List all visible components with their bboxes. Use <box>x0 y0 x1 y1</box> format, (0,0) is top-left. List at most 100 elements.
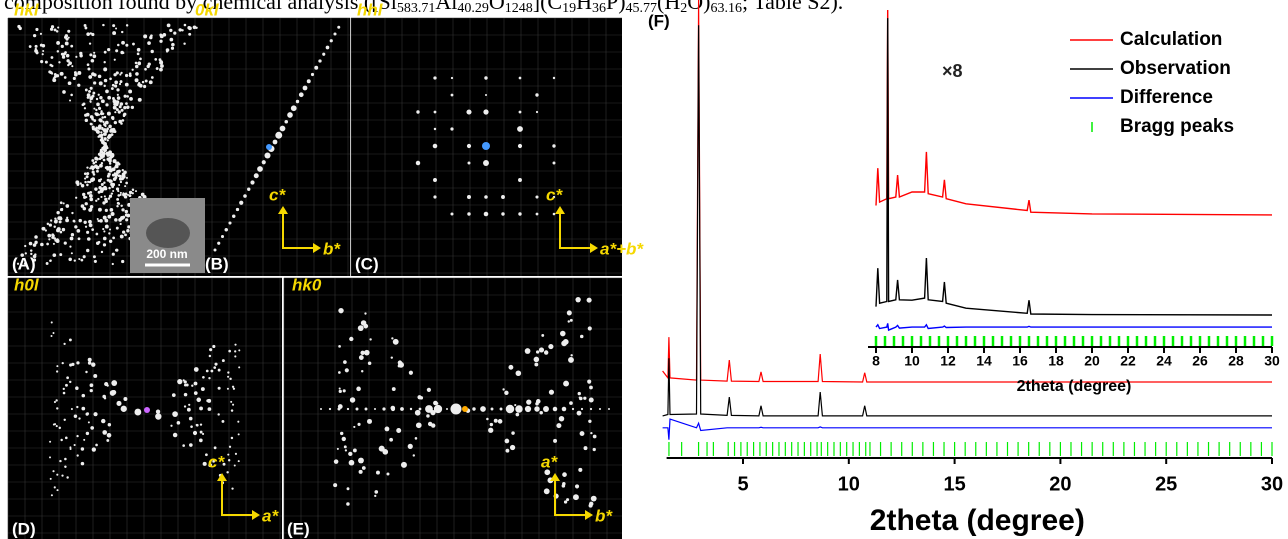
diffraction-spot <box>397 364 401 368</box>
panel-label: (D) <box>12 519 36 538</box>
diffraction-spot <box>83 172 87 176</box>
diffraction-spot <box>76 405 79 409</box>
diffraction-spot <box>57 26 60 29</box>
diffraction-spot <box>113 102 117 106</box>
diffraction-spot <box>541 334 545 337</box>
diffraction-spot <box>121 119 125 122</box>
diffraction-spot <box>52 242 55 245</box>
diffraction-spot <box>183 23 187 27</box>
diffraction-spot <box>84 177 87 180</box>
diffraction-spot <box>89 96 94 101</box>
diffraction-spot <box>501 195 505 199</box>
diffraction-spot <box>73 414 78 418</box>
diffraction-spot <box>534 362 539 367</box>
diffraction-spot <box>95 165 100 170</box>
diffraction-spot <box>182 444 185 447</box>
diffraction-spot <box>382 407 386 411</box>
caption-subscript: 583.71 <box>397 1 436 16</box>
diffraction-spot <box>92 91 96 95</box>
diffraction-spot <box>87 361 92 365</box>
diffraction-spot <box>426 414 430 418</box>
diffraction-spot <box>290 105 297 112</box>
legend-label: Bragg peaks <box>1120 116 1234 137</box>
diffraction-spot <box>98 106 101 109</box>
diffraction-spot <box>141 80 145 84</box>
diffraction-spot <box>114 164 119 169</box>
diffraction-spot <box>101 146 105 150</box>
x-tick-label: 10 <box>838 473 860 495</box>
diffraction-spot <box>231 487 234 490</box>
diffraction-spot <box>95 126 98 129</box>
diffraction-spot <box>227 459 231 462</box>
diffraction-spot <box>188 32 192 36</box>
diffraction-spot <box>515 412 520 417</box>
diffraction-spot <box>94 156 98 161</box>
diffraction-spot <box>384 426 390 432</box>
diffraction-spot <box>96 102 100 107</box>
diffraction-spot <box>396 428 402 434</box>
x-tick-label: 10 <box>904 353 920 369</box>
diffraction-spot <box>232 214 236 218</box>
diffraction-spot <box>188 403 191 406</box>
diffraction-spot <box>102 121 105 124</box>
diffraction-spot <box>199 406 203 411</box>
diffraction-spot <box>55 238 59 242</box>
diffraction-spot <box>535 402 539 406</box>
diffraction-spot <box>126 95 129 98</box>
diffraction-spot <box>117 43 120 47</box>
diffraction-spot <box>159 34 164 39</box>
diffraction-spot <box>102 23 105 27</box>
diffraction-spot <box>75 55 78 58</box>
diffraction-spot <box>83 24 87 27</box>
diffraction-spot <box>20 253 24 257</box>
diffraction-spot <box>567 320 570 323</box>
diffraction-spot <box>58 61 61 64</box>
caption-subscript: 40.29 <box>457 1 489 16</box>
diffraction-spot <box>116 88 120 92</box>
diffraction-spot <box>64 457 67 461</box>
diffraction-spot <box>504 438 510 444</box>
diffraction-spot <box>548 344 554 350</box>
diffraction-spot <box>501 212 505 216</box>
diffraction-spot <box>103 67 108 72</box>
tem-crystal <box>146 218 190 248</box>
diffraction-spot <box>450 76 454 80</box>
diffraction-spot <box>343 445 347 449</box>
diffraction-spot <box>115 187 120 191</box>
diffraction-spot <box>115 108 119 112</box>
diffraction-spot <box>589 407 593 411</box>
diffraction-spot <box>210 369 214 373</box>
panel-label: (A) <box>12 254 36 273</box>
diffraction-spot <box>234 355 237 358</box>
diffraction-spot <box>64 51 67 54</box>
diffraction-spot <box>87 67 91 71</box>
panel-label: (B) <box>205 254 229 273</box>
diffraction-spot <box>91 447 97 452</box>
diffraction-spot <box>535 110 539 114</box>
diffraction-spot <box>526 399 532 405</box>
diffraction-spot <box>105 103 109 107</box>
diffraction-spot <box>142 195 147 199</box>
diffraction-spot <box>34 235 38 239</box>
diffraction-spot <box>48 70 52 74</box>
diffraction-spot <box>109 77 112 81</box>
diffraction-spot <box>120 122 123 125</box>
diffraction-spot <box>113 73 117 77</box>
diffraction-spot <box>81 393 86 398</box>
diffraction-spot <box>126 228 130 233</box>
diffraction-spot <box>517 126 523 132</box>
diffraction-spot <box>363 323 369 329</box>
diffraction-spot <box>182 379 185 382</box>
diffraction-spot <box>123 94 127 98</box>
diffraction-spot <box>99 219 103 223</box>
diffraction-spot <box>107 197 111 200</box>
diffraction-spot <box>120 30 124 34</box>
diffraction-spot <box>67 81 72 86</box>
diffraction-spot <box>99 119 103 123</box>
arrow-head <box>217 473 227 481</box>
caption-text: ](C <box>533 0 562 14</box>
diffraction-spot <box>89 197 94 202</box>
diffraction-spot <box>64 35 68 39</box>
diffraction-spot <box>535 93 539 97</box>
diffraction-spot <box>92 173 96 176</box>
